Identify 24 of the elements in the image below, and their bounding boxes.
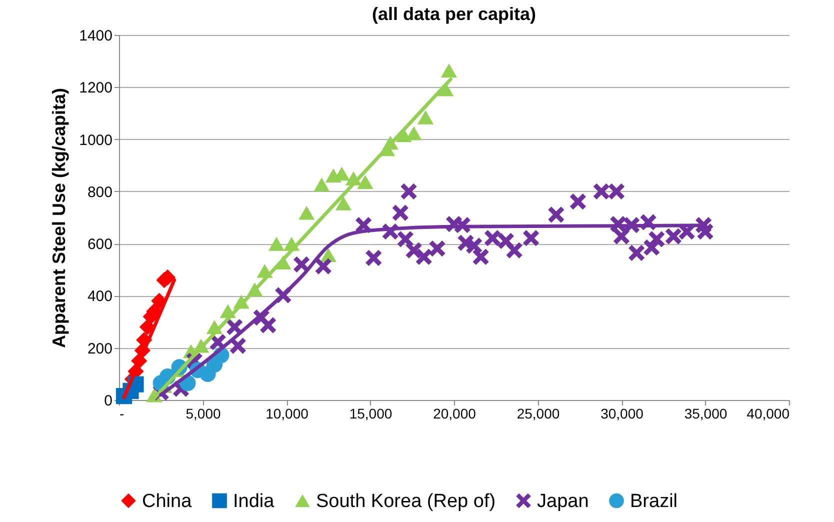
x-tick-label: 20,000 [433,406,476,422]
x-tick-label: 5,000 [186,406,221,422]
y-tick-label: 800 [87,184,112,201]
legend-label: Japan [537,490,589,512]
x-tick-label: - [120,406,124,422]
chart-title: (all data per capita) [372,4,536,24]
legend-label: South Korea (Rep of) [316,490,496,512]
x-tick-label: 40,000 [746,406,790,422]
y-tick-label: 1000 [79,132,112,149]
legend-label: India [233,490,275,512]
y-tick-label: 600 [87,236,112,254]
legend-label: China [142,490,192,512]
y-tick-label: 0 [104,392,112,410]
y-tick-label: 400 [87,288,112,306]
y-tick-label: 1400 [79,28,112,44]
y-tick-label: 200 [87,340,112,358]
legend-label: Brazil [630,490,678,512]
x-tick-label: 25,000 [516,406,560,422]
x-tick-label: 35,000 [684,406,728,422]
x-tick-label: 30,000 [600,406,644,422]
y-tick-label: 1200 [79,80,112,97]
x-tick-label: 15,000 [349,406,392,422]
x-tick-label: 10,000 [266,406,309,422]
y-axis-title: Apparent Steel Use (kg/capita) [49,88,70,348]
